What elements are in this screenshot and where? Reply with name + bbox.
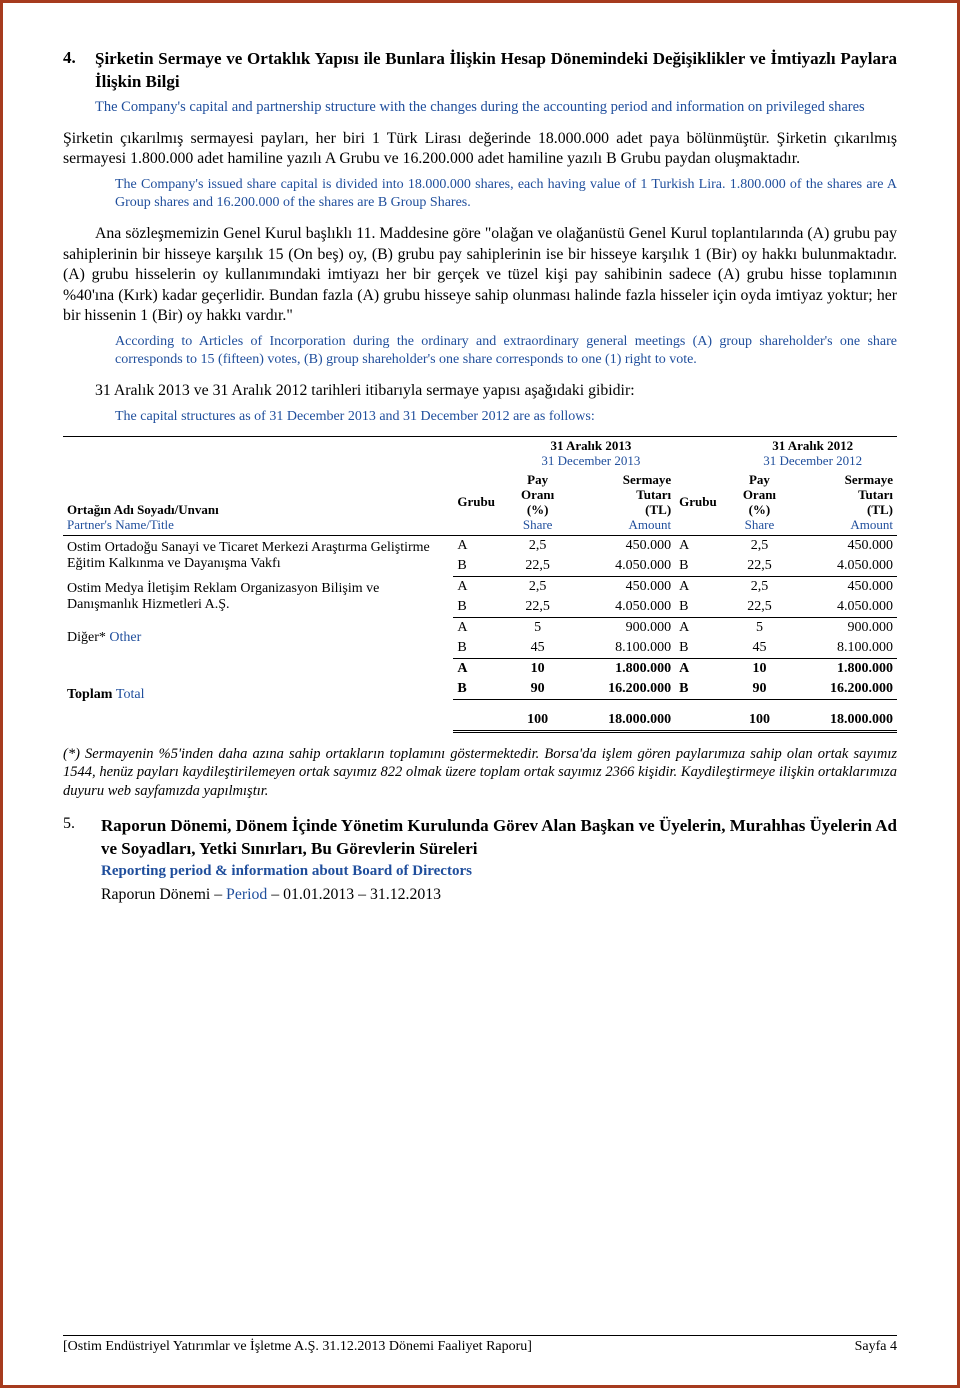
pay-header-tr: PayOranı(%) <box>521 472 554 517</box>
partner-name: Diğer* <box>67 630 106 645</box>
section-4-para-3: 31 Aralık 2013 ve 31 Aralık 2012 tarihle… <box>63 381 897 402</box>
total-label-tr: Toplam <box>67 687 112 702</box>
amt-header-en: Amount <box>629 517 672 532</box>
section-5-period: Raporun Dönemi – Period – 01.01.2013 – 3… <box>101 886 897 904</box>
name-header-tr: Ortağın Adı Soyadı/Unvanı <box>67 502 219 517</box>
section-4-para-2: Ana sözleşmemizin Genel Kurul başlıklı 1… <box>63 224 897 327</box>
period-2-tr: 31 Aralık 2012 <box>772 438 853 453</box>
partner-name: Ostim Ortadoğu Sanayi ve Ticaret Merkezi… <box>63 535 453 576</box>
table-row: Diğer* Other A 5 900.000 A 5 900.000 <box>63 617 897 638</box>
period-2-en: 31 December 2012 <box>763 453 862 468</box>
period-1-tr: 31 Aralık 2013 <box>550 438 631 453</box>
section-4-para-1: Şirketin çıkarılmış sermayesi payları, h… <box>63 129 897 170</box>
amt-header-tr: SermayeTutarı(TL) <box>845 472 893 517</box>
section-4-title-tr: Şirketin Sermaye ve Ortaklık Yapısı ile … <box>95 48 897 94</box>
table-total-row: Toplam Total A 10 1.800.000 A 10 1.800.0… <box>63 658 897 679</box>
table-row: Ostim Ortadoğu Sanayi ve Ticaret Merkezi… <box>63 535 897 556</box>
section-5-title-tr: Raporun Dönemi, Dönem İçinde Yönetim Kur… <box>101 815 897 861</box>
table-footnote: (*) Sermayenin %5'inden daha azına sahip… <box>63 745 897 802</box>
footer-right: Sayfa 4 <box>855 1339 897 1355</box>
amt-header-en: Amount <box>850 517 893 532</box>
section-4-note-1: The Company's issued share capital is di… <box>115 176 897 212</box>
table-header-row: 31 Aralık 2013 31 December 2013 31 Aralı… <box>63 436 897 470</box>
capital-structure-table: 31 Aralık 2013 31 December 2013 31 Aralı… <box>63 436 897 733</box>
period-1-en: 31 December 2013 <box>541 453 640 468</box>
table-row: Ostim Medya İletişim Reklam Organizasyon… <box>63 576 897 597</box>
section-4-note-2: According to Articles of Incorporation d… <box>115 333 897 369</box>
grubu-header: Grubu <box>453 471 506 535</box>
total-label-en: Total <box>116 687 145 702</box>
section-4: 4. Şirketin Sermaye ve Ortaklık Yapısı i… <box>63 48 897 129</box>
pay-header-tr: PayOranı(%) <box>743 472 776 517</box>
section-5-number: 5. <box>63 815 83 904</box>
pay-header-en: Share <box>745 517 775 532</box>
section-5: 5. Raporun Dönemi, Dönem İçinde Yönetim … <box>63 815 897 904</box>
section-4-title-en: The Company's capital and partnership st… <box>95 98 897 117</box>
document-page: 4. Şirketin Sermaye ve Ortaklık Yapısı i… <box>0 0 960 1388</box>
section-4-note-3: The capital structures as of 31 December… <box>115 408 897 426</box>
pay-header-en: Share <box>523 517 553 532</box>
footer-left: [Ostim Endüstriyel Yatırımlar ve İşletme… <box>63 1339 532 1355</box>
partner-name: Ostim Medya İletişim Reklam Organizasyon… <box>63 576 453 617</box>
table-header-row: Ortağın Adı Soyadı/Unvanı Partner's Name… <box>63 471 897 535</box>
page-footer: [Ostim Endüstriyel Yatırımlar ve İşletme… <box>63 1335 897 1355</box>
section-5-title-en: Reporting period & information about Boa… <box>101 863 897 880</box>
section-4-number: 4. <box>63 48 85 129</box>
amt-header-tr: SermayeTutarı(TL) <box>623 472 671 517</box>
partner-name-en: Other <box>109 630 141 645</box>
grubu-header: Grubu <box>675 471 728 535</box>
name-header-en: Partner's Name/Title <box>67 517 174 532</box>
